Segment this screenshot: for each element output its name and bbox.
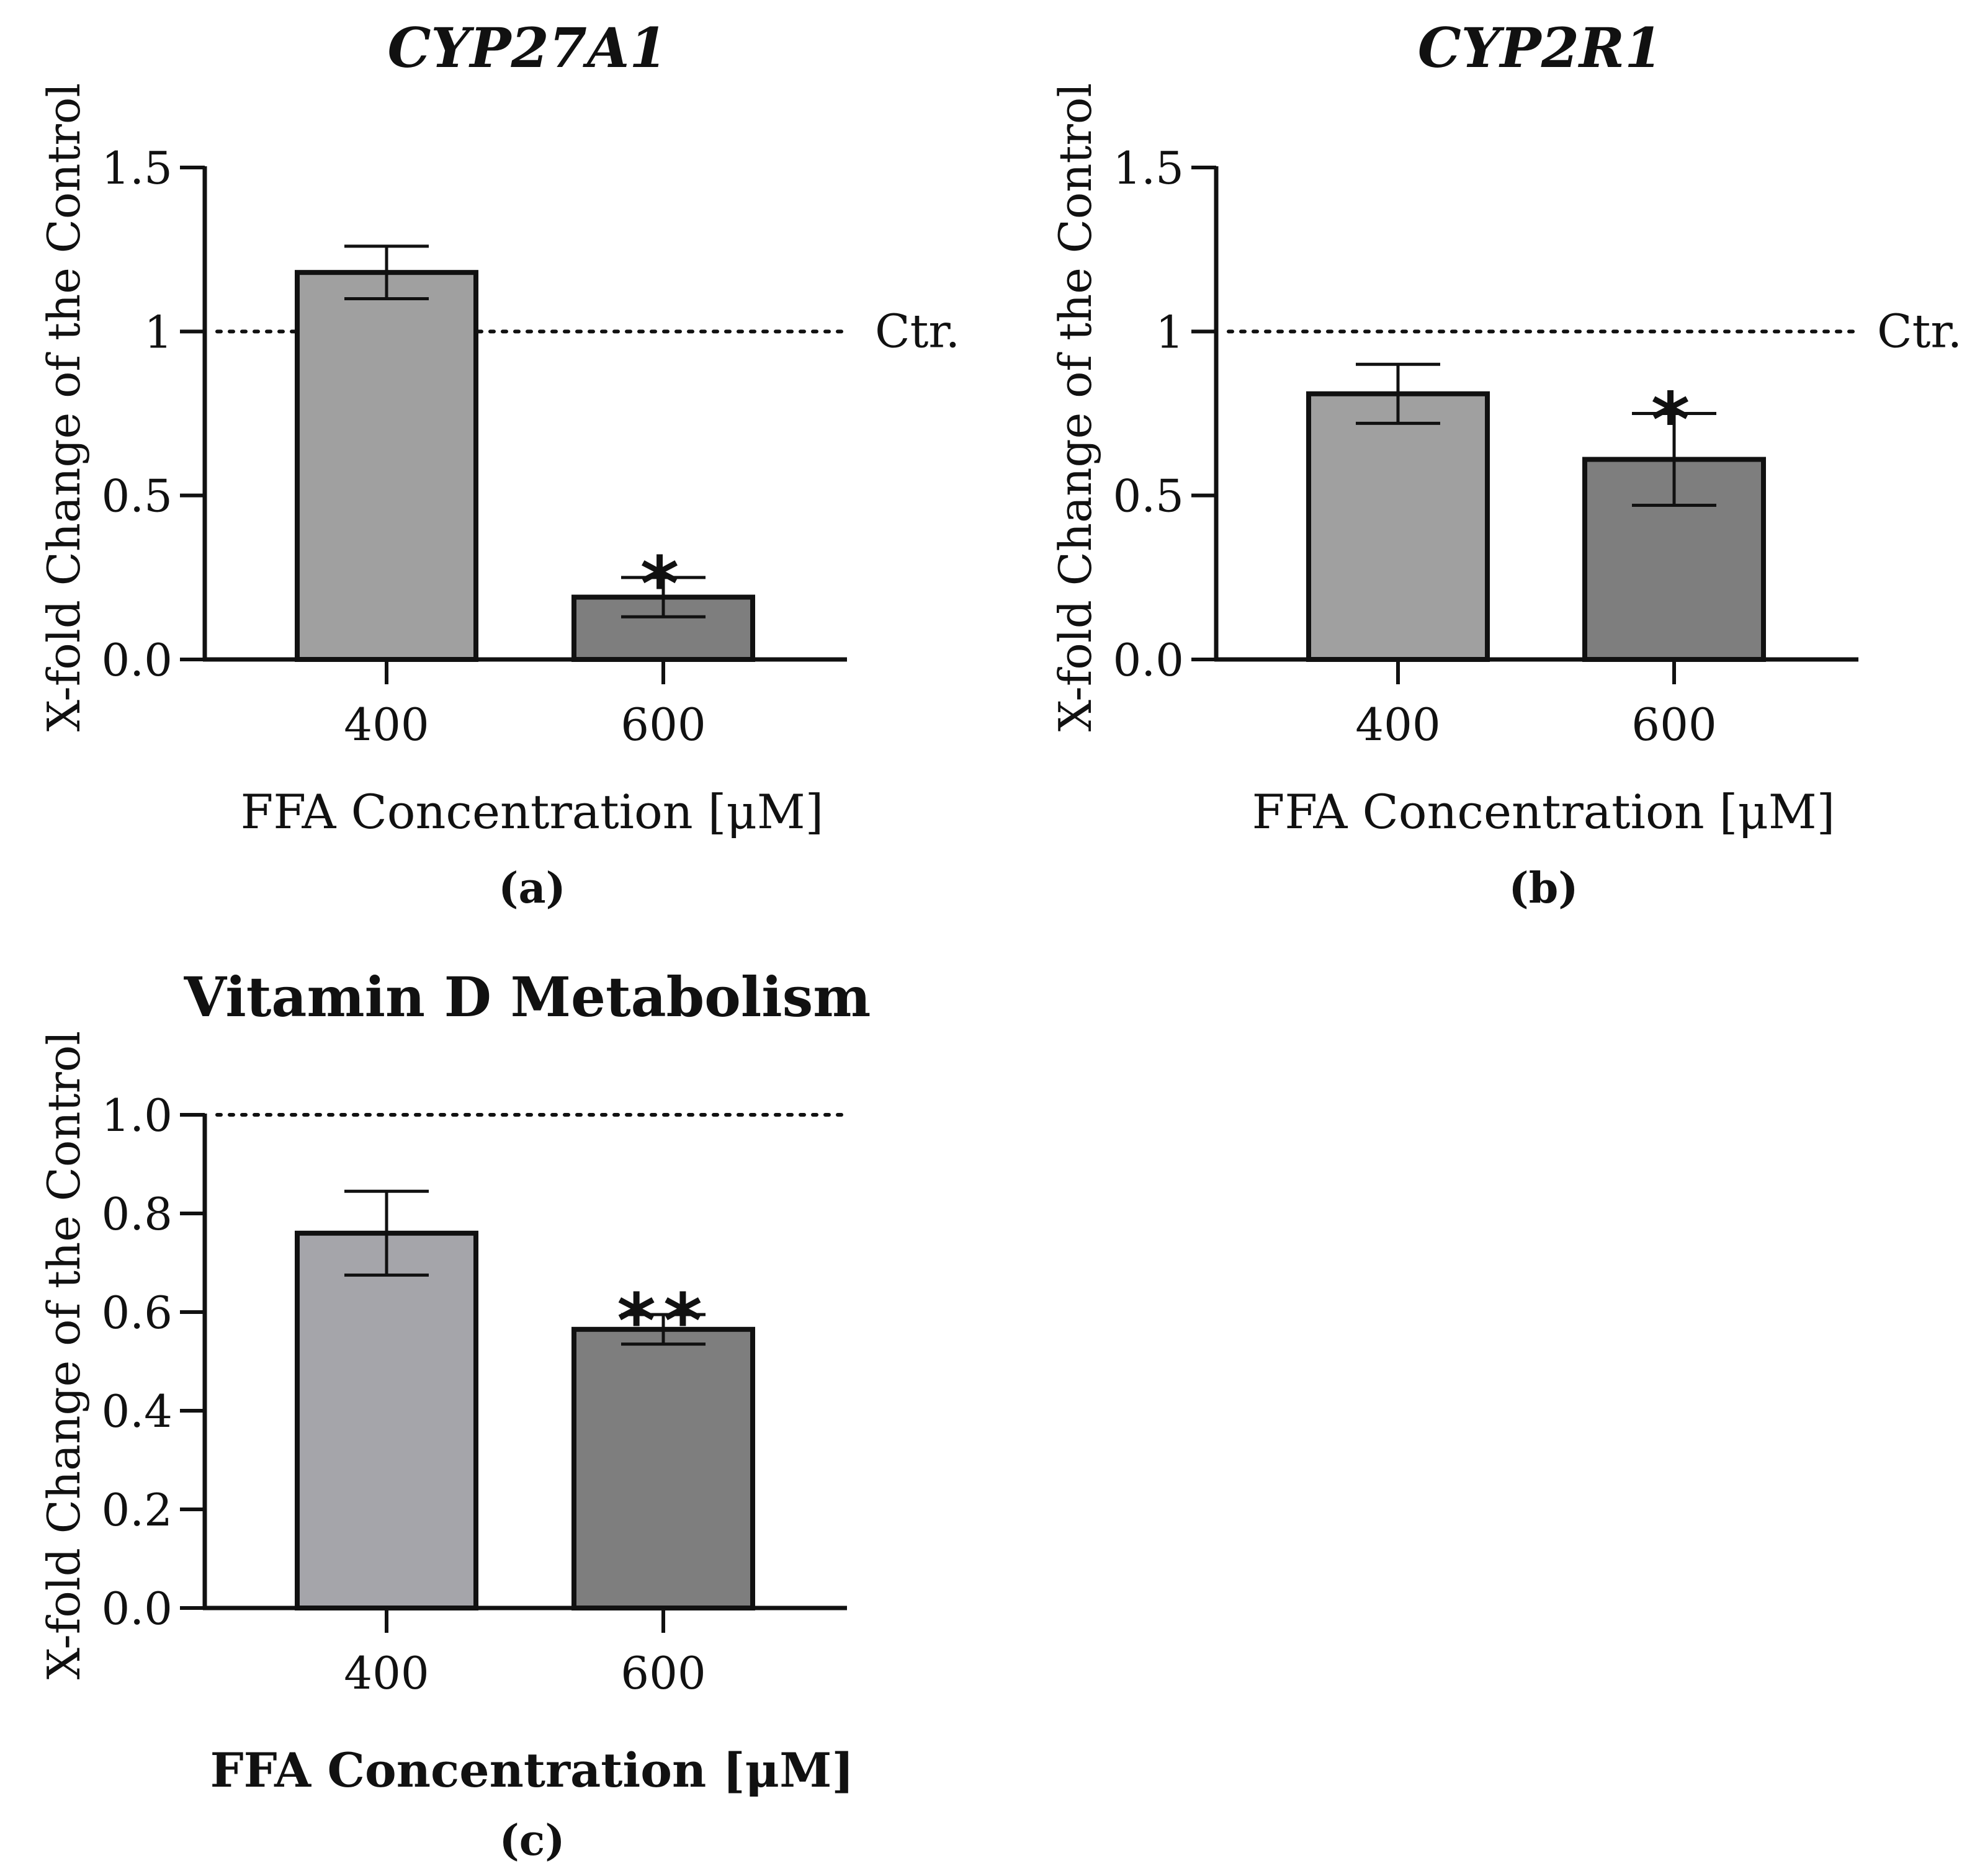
reference-label: Ctr.: [875, 305, 960, 358]
y-tick-label: 0.0: [101, 634, 173, 686]
y-axis-label: X-fold Change of the Control: [38, 1031, 90, 1680]
y-tick-label: 1.0: [101, 1089, 173, 1141]
bar-600: [571, 1326, 755, 1610]
y-axis-label: X-fold Change of the Control: [1049, 83, 1101, 732]
bar-400: [295, 270, 478, 662]
significance-marker: *: [1651, 378, 1698, 464]
x-tick-label: 600: [621, 699, 706, 751]
y-tick-label: 1: [144, 306, 173, 358]
chart-title: Vitamin D Metabolism: [184, 965, 871, 1029]
panel-label: (b): [1509, 864, 1579, 913]
y-tick-label: 0.8: [101, 1188, 173, 1240]
x-tick-label: 600: [1631, 699, 1716, 751]
y-tick-label: 0.2: [101, 1484, 173, 1536]
panel-label: (c): [500, 1816, 565, 1865]
significance-marker: *: [640, 542, 687, 628]
x-tick-label: 600: [621, 1647, 706, 1699]
y-tick-label: 1: [1155, 306, 1184, 358]
x-tick-label: 400: [1355, 699, 1440, 751]
x-axis-label: FFA Concentration [μM]: [1252, 784, 1835, 839]
chart-panel-c: Vitamin D Metabolism 400 ** 600 0.0 0.2 0.4 0.6…: [38, 965, 871, 1865]
chart-panel-a: CYP27A1 Ctr. 400 * 600 0.0 0.5 1 1.5X-fold Chang…: [38, 16, 960, 913]
x-tick-label: 400: [344, 1647, 429, 1699]
chart-title: CYP2R1: [1418, 16, 1663, 80]
x-tick-label: 400: [344, 699, 429, 751]
chart-panel-b: CYP2R1 Ctr. 400 * 600 0.0 0.5 1 1.5X-fold Change…: [1049, 16, 1962, 913]
y-tick-label: 1.5: [1113, 142, 1184, 194]
y-axis-label: X-fold Change of the Control: [38, 83, 90, 732]
y-tick-label: 0.0: [1113, 634, 1184, 686]
y-tick-label: 0.5: [101, 470, 173, 522]
x-axis-label: FFA Concentration [μM]: [210, 1743, 854, 1798]
bar-400: [1306, 391, 1490, 663]
y-tick-label: 0.0: [101, 1583, 173, 1635]
y-tick-label: 0.4: [101, 1385, 173, 1437]
chart-title: CYP27A1: [388, 16, 668, 80]
significance-marker: **: [617, 1279, 710, 1365]
reference-label: Ctr.: [1877, 305, 1962, 358]
y-tick-label: 0.5: [1113, 470, 1184, 522]
x-axis-label: FFA Concentration [μM]: [241, 784, 824, 839]
panel-label: (a): [498, 864, 565, 913]
bar-400: [295, 1230, 478, 1611]
y-tick-label: 0.6: [101, 1287, 173, 1339]
y-tick-label: 1.5: [101, 142, 173, 194]
